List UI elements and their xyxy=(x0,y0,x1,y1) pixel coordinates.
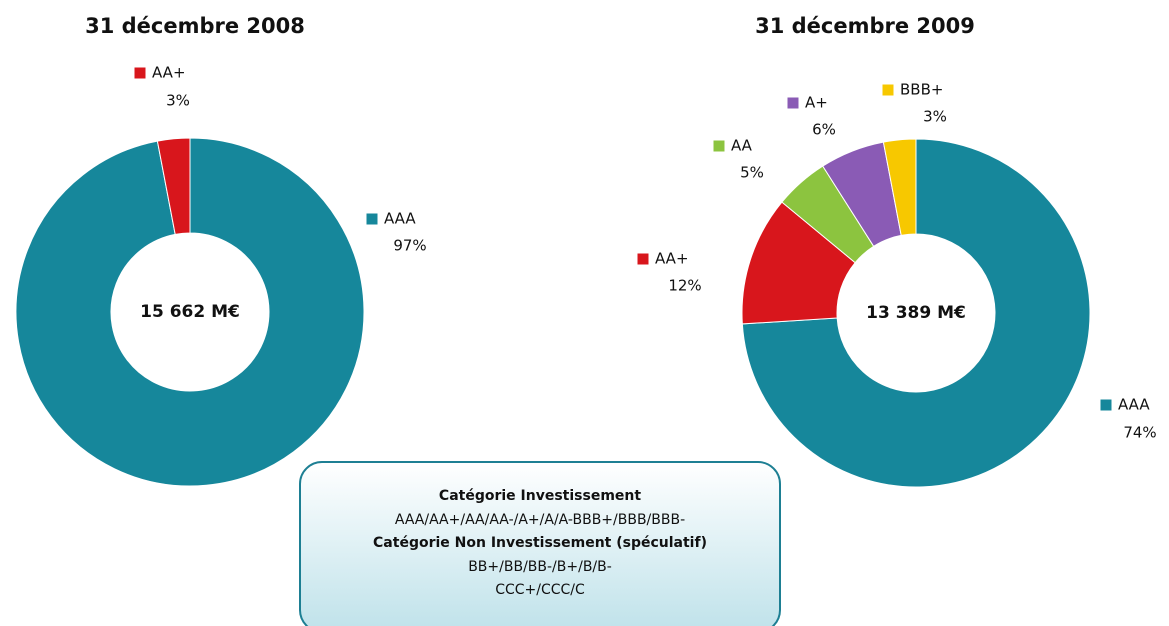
legend-swatch xyxy=(133,66,147,80)
donut-slice xyxy=(882,138,917,236)
center-label: 15 662 M€ xyxy=(140,302,240,322)
chart-title: 31 décembre 2009 xyxy=(755,14,975,38)
donut-slice xyxy=(15,137,365,487)
info-line: Catégorie Non Investissement (spéculatif… xyxy=(373,535,707,551)
slice-label: AA+ xyxy=(152,64,186,82)
legend-swatch xyxy=(636,252,650,266)
info-line: BB+/BB/BB-/B+/B/B- xyxy=(468,559,612,575)
slice-value: 3% xyxy=(166,92,190,110)
slice-value: 3% xyxy=(923,108,947,126)
legend-swatch xyxy=(712,139,726,153)
info-line: Catégorie Investissement xyxy=(439,488,641,504)
donut-slice xyxy=(741,138,1091,488)
slice-value: 97% xyxy=(393,237,426,255)
slice-label: BBB+ xyxy=(900,81,943,99)
legend-swatch xyxy=(881,83,895,97)
info-box xyxy=(299,461,781,626)
slice-label: A+ xyxy=(805,94,828,112)
info-line: CCC+/CCC/C xyxy=(495,582,585,598)
chart-title: 31 décembre 2008 xyxy=(85,14,305,38)
legend-swatch xyxy=(365,212,379,226)
donut-slice xyxy=(156,137,191,235)
slice-value: 5% xyxy=(740,164,764,182)
slice-value: 74% xyxy=(1123,424,1156,442)
slice-label: AA xyxy=(731,137,753,155)
legend-swatch xyxy=(786,96,800,110)
center-label: 13 389 M€ xyxy=(866,303,966,323)
slice-label: AAA xyxy=(384,210,416,228)
slice-label: AAA xyxy=(1118,396,1150,414)
slice-label: AA+ xyxy=(655,250,689,268)
legend-swatch xyxy=(1099,398,1113,412)
slice-value: 6% xyxy=(812,121,836,139)
slice-value: 12% xyxy=(668,277,701,295)
info-line: AAA/AA+/AA/AA-/A+/A/A-BBB+/BBB/BBB- xyxy=(395,512,685,528)
